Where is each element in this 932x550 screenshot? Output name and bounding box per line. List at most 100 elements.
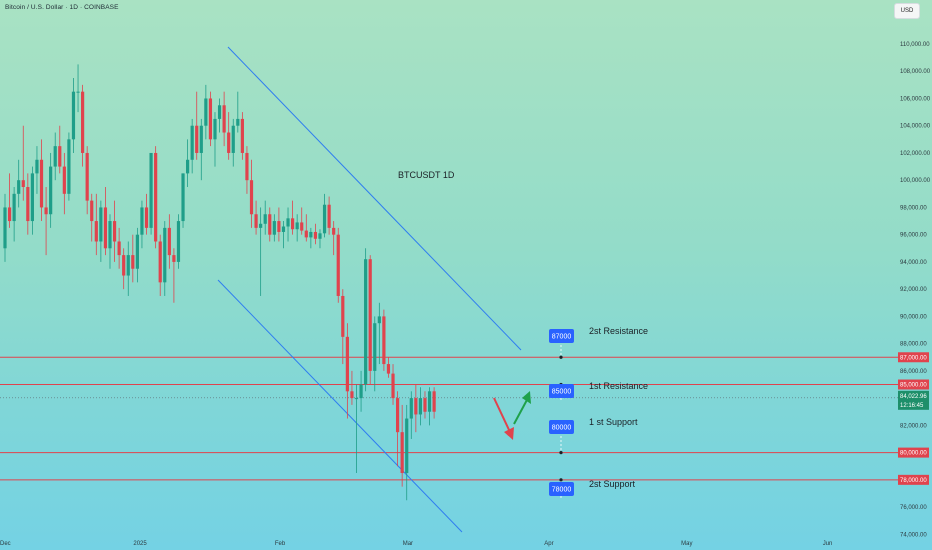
candle-up — [373, 323, 377, 371]
candle-down — [345, 336, 349, 392]
y-tick-label: 82,000.00 — [900, 423, 927, 429]
up-arrow-shaft — [513, 397, 529, 425]
price-tag — [898, 399, 929, 410]
candle-down — [39, 159, 44, 208]
candle-up — [281, 226, 286, 232]
candle-up — [140, 207, 144, 235]
candle-up — [126, 255, 130, 276]
candle-up — [236, 118, 240, 126]
candle-up — [135, 234, 139, 269]
candle-up — [3, 207, 7, 249]
candle-down — [222, 105, 226, 133]
candle-down — [44, 207, 48, 215]
candle-up — [377, 316, 381, 324]
annotation-dot — [559, 355, 563, 359]
chart-title: BTCUSDT 1D — [398, 170, 455, 180]
candle-up — [12, 193, 16, 222]
candle-down — [395, 398, 400, 433]
candle-down — [7, 207, 12, 222]
levels-layer — [0, 356, 898, 481]
candle-down — [117, 241, 121, 256]
price-tag-label: 80,000.00 — [900, 451, 927, 457]
candle-up — [217, 105, 222, 119]
y-tick-label: 76,000.00 — [900, 505, 927, 511]
y-tick-label: 108,000.00 — [900, 69, 931, 75]
y-axis: 110,000.00 108,000.00 106,000.00 104,000.00… — [900, 42, 931, 538]
candle-down — [332, 227, 336, 235]
candle-up — [49, 166, 53, 215]
candle-up — [213, 118, 217, 140]
price-tag-label: 12:16:45 — [900, 403, 924, 409]
candle-up — [263, 214, 267, 224]
candle-down — [21, 180, 25, 188]
candle-down — [432, 391, 436, 412]
candle-down — [94, 221, 98, 242]
candle-down — [313, 231, 318, 239]
candle-down — [26, 187, 30, 222]
level-annotation-label: 1 st Support — [589, 417, 638, 427]
candle-up — [163, 227, 167, 283]
candle-up — [149, 152, 153, 228]
candle-down — [368, 259, 372, 371]
candle-up — [17, 180, 21, 194]
candle-up — [354, 398, 359, 400]
level-box — [549, 482, 574, 496]
candle-down — [300, 222, 304, 231]
candle-down — [245, 152, 249, 181]
candle-down — [400, 432, 404, 474]
x-tick-label: Feb — [275, 541, 286, 547]
candle-down — [391, 373, 395, 399]
candle-up — [286, 218, 290, 227]
candle-up — [190, 125, 194, 160]
candle-down — [112, 221, 117, 242]
candle-down — [386, 364, 391, 374]
x-tick-label: Jun — [823, 541, 833, 547]
candle-up — [405, 418, 409, 474]
y-tick-label: 98,000.00 — [900, 205, 927, 211]
candle-up — [318, 233, 322, 239]
candle-down — [58, 146, 62, 167]
currency-selector[interactable]: USD — [894, 3, 920, 19]
candle-up — [364, 259, 368, 385]
candle-up — [322, 204, 327, 234]
candle-up — [67, 139, 71, 194]
candle-up — [108, 221, 112, 249]
level-box-label: 78000 — [552, 487, 572, 494]
y-tick-label: 96,000.00 — [900, 233, 927, 239]
candle-up — [71, 91, 76, 140]
x-tick-label: 2025 — [133, 541, 147, 547]
price-tag-label: 87,000.00 — [900, 355, 927, 361]
x-axis: Dec 2025 Feb Mar Apr May Jun — [0, 541, 832, 547]
candle-down — [90, 200, 94, 222]
price-tag — [898, 474, 929, 485]
candle-down — [172, 255, 176, 262]
candle-down — [144, 207, 149, 228]
candle-up — [359, 384, 363, 399]
price-tag — [898, 390, 929, 401]
candles-layer — [3, 64, 436, 501]
y-tick-label: 86,000.00 — [900, 369, 927, 375]
y-tick-label: 106,000.00 — [900, 96, 931, 102]
down-arrow-head — [504, 427, 514, 440]
price-tag — [898, 352, 929, 363]
candle-up — [199, 125, 203, 153]
candle-up — [259, 223, 263, 228]
y-tick-label: 92,000.00 — [900, 287, 927, 293]
y-tick-label: 104,000.00 — [900, 124, 931, 130]
price-tags: 87,000.00 85,000.00 84,022.96 12:16:45 80,00… — [898, 352, 929, 485]
candle-down — [277, 221, 281, 232]
candle-up — [409, 398, 413, 419]
y-tick-label: 90,000.00 — [900, 314, 927, 320]
candle-down — [254, 214, 258, 228]
price-tag — [898, 447, 929, 458]
annotation-layer: 87000 2st Resistance 85000 1st Resistance 80… — [493, 326, 648, 498]
y-tick-label: 102,000.00 — [900, 151, 931, 157]
channel-layer — [217, 46, 522, 533]
candle-down — [62, 166, 66, 194]
candle-up — [186, 159, 190, 174]
x-tick-label: Dec — [0, 541, 11, 547]
candle-up — [418, 398, 423, 415]
price-tag-label: 78,000.00 — [900, 478, 927, 484]
candle-up — [272, 221, 276, 235]
level-box-label: 80000 — [552, 425, 572, 432]
